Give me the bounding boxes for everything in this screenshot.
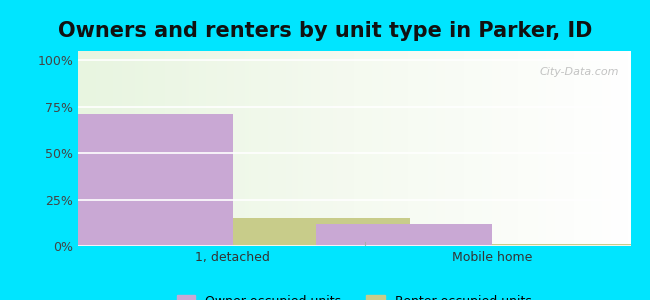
Bar [493,244,650,246]
Text: Owners and renters by unit type in Parker, ID: Owners and renters by unit type in Parke… [58,21,592,41]
Text: City-Data.com: City-Data.com [540,67,619,76]
Bar [56,114,233,246]
Bar [233,218,410,246]
Legend: Owner occupied units, Renter occupied units: Owner occupied units, Renter occupied un… [170,288,538,300]
Bar [316,224,493,246]
